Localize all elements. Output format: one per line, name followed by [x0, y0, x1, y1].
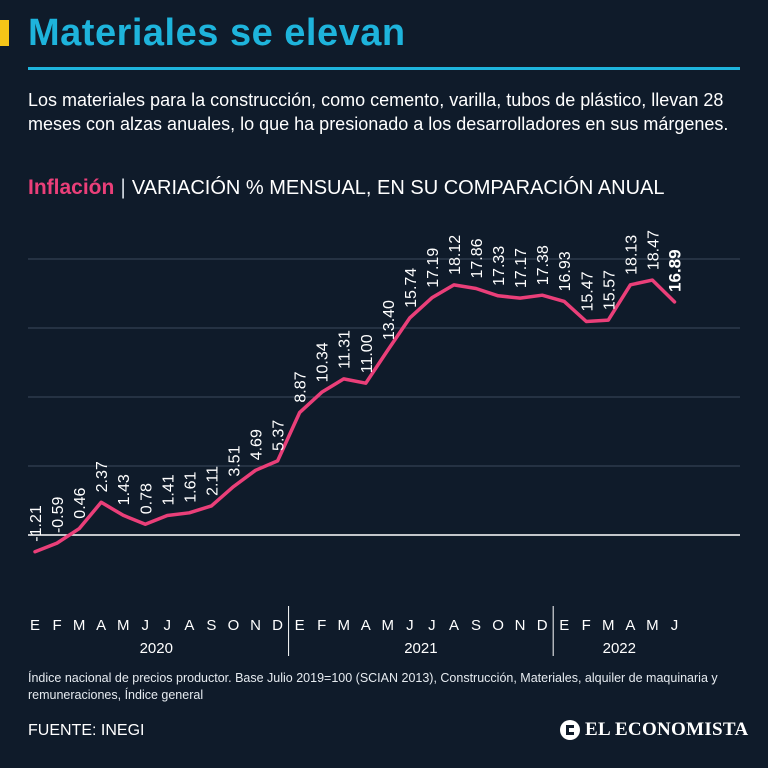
month-tick-label: M	[646, 617, 659, 634]
logo: EL ECONOMISTA	[560, 719, 749, 741]
month-tick-label: M	[117, 617, 130, 634]
chart-heading-separator: |	[120, 176, 126, 199]
year-label: 2022	[603, 640, 636, 657]
data-label: 5.37	[271, 420, 288, 451]
data-label: 17.38	[535, 245, 552, 285]
data-label: 1.41	[160, 474, 177, 505]
data-label: 15.74	[403, 268, 420, 308]
month-tick-label: J	[671, 617, 679, 634]
data-label: 3.51	[226, 445, 243, 476]
data-label: 15.57	[601, 270, 618, 310]
chart-heading-keyword: Inflación	[28, 176, 115, 199]
month-tick-label: A	[625, 617, 635, 634]
data-label: 1.43	[116, 474, 133, 505]
data-labels-layer: -1.21 -0.59 0.46 2.37 1.43 0.78 1.41 1.61 2.11 3.…	[28, 230, 685, 542]
title-rule	[28, 67, 740, 70]
logo-text: EL ECONOMISTA	[585, 719, 749, 740]
month-tick-label: E	[30, 617, 40, 634]
data-label: 18.12	[447, 235, 464, 275]
month-tick-label: S	[206, 617, 216, 634]
grid-layer	[28, 258, 740, 536]
chart-heading: Inflación | VARIACIÓN % MENSUAL, EN SU COM…	[28, 176, 665, 200]
data-label: 11.31	[337, 330, 354, 369]
month-tick-label: N	[250, 617, 261, 634]
month-tick-label: M	[382, 617, 395, 634]
month-tick-label: F	[52, 617, 61, 634]
data-label: 16.89	[666, 249, 685, 292]
month-tick-label: O	[492, 617, 504, 634]
footnote: Índice nacional de precios productor. Ba…	[28, 671, 718, 702]
month-tick-label: M	[602, 617, 615, 634]
data-label: 13.40	[381, 300, 398, 340]
year-label: 2021	[404, 640, 437, 657]
month-tick-label: D	[272, 617, 283, 634]
logo-icon	[560, 720, 580, 740]
data-label: 16.93	[557, 251, 574, 291]
data-label: 15.47	[579, 271, 596, 311]
data-label: 2.37	[94, 461, 111, 492]
month-tick-label: A	[96, 617, 106, 634]
month-tick-label: F	[317, 617, 326, 634]
data-label: 17.17	[513, 248, 530, 288]
series-line	[33, 278, 677, 554]
data-label: 1.61	[182, 472, 199, 503]
month-tick-label: E	[559, 617, 569, 634]
page-title: Materiales se elevan	[28, 12, 406, 54]
month-tick-label: A	[449, 617, 459, 634]
data-label: 0.46	[72, 487, 89, 518]
month-tick-label: S	[471, 617, 481, 634]
month-tick-label: E	[295, 617, 305, 634]
data-label: -0.59	[50, 496, 67, 533]
month-tick-label: M	[337, 617, 350, 634]
data-label: 17.86	[469, 238, 486, 278]
data-label: 10.34	[315, 342, 332, 382]
month-tick-label: J	[428, 617, 436, 634]
data-label: 17.19	[425, 248, 442, 288]
data-label: 2.11	[204, 466, 221, 496]
data-label: 8.87	[293, 371, 310, 402]
month-tick-label: O	[228, 617, 240, 634]
data-label: 18.13	[623, 235, 640, 275]
data-label: 18.47	[645, 230, 662, 270]
data-label: 11.00	[359, 334, 376, 373]
month-tick-label: A	[184, 617, 194, 634]
data-label: 0.78	[138, 483, 155, 514]
year-label: 2020	[140, 640, 173, 657]
month-tick-label: M	[73, 617, 86, 634]
subtitle: Los materiales para la construcción, com…	[28, 90, 729, 134]
accent-bar	[0, 20, 9, 46]
chart-heading-description: VARIACIÓN % MENSUAL, EN SU COMPARACIÓN A…	[131, 177, 665, 199]
source-credit: FUENTE: INEGI	[28, 722, 145, 739]
month-tick-label: J	[142, 617, 150, 634]
month-tick-label: J	[164, 617, 172, 634]
data-label: 4.69	[248, 429, 265, 460]
month-tick-label: J	[406, 617, 414, 634]
data-label: 17.33	[491, 246, 508, 286]
month-tick-label: N	[515, 617, 526, 634]
month-tick-label: F	[582, 617, 591, 634]
line-layer	[33, 278, 677, 554]
data-label: -1.21	[28, 505, 45, 542]
month-tick-label: D	[537, 617, 548, 634]
month-tick-label: A	[361, 617, 371, 634]
